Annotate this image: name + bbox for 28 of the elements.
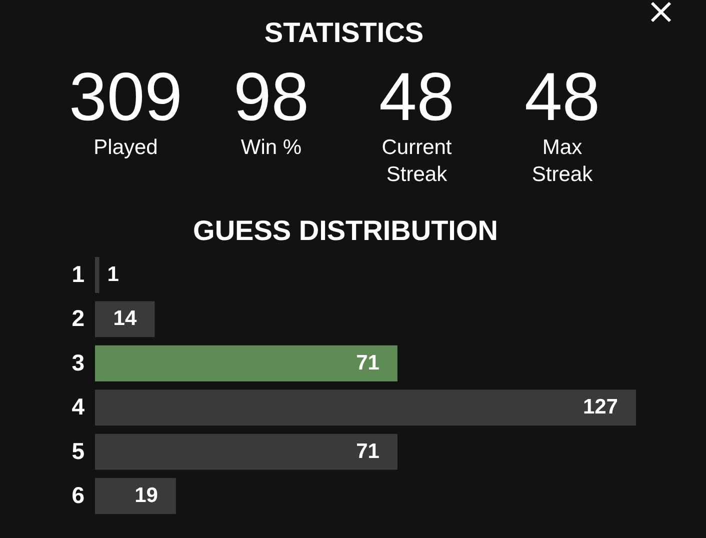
category-label: Played: [94, 136, 158, 159]
chart-title: GUESS DISTRIBUTION: [193, 215, 498, 246]
data-label: 1: [107, 262, 120, 286]
data-label: 71: [356, 351, 380, 374]
bar: [95, 390, 636, 426]
data-label: 309: [69, 59, 182, 135]
data-label: 71: [356, 440, 380, 463]
bar: [95, 345, 398, 382]
category-label: Current Streak: [382, 136, 452, 186]
bar: [95, 257, 100, 293]
data-label: 14: [113, 307, 137, 330]
data-label: 98: [233, 59, 310, 135]
text: STATISTICS: [264, 17, 424, 48]
data-label: 48: [524, 59, 600, 135]
category-label: Max Streak: [532, 136, 594, 186]
category-label: Win %: [240, 136, 302, 159]
y-tick-label: 2: [72, 305, 84, 332]
bar: [95, 301, 155, 338]
data-label: 19: [134, 484, 158, 508]
y-tick-label: 6: [72, 482, 84, 508]
data-label: 127: [582, 396, 618, 419]
bar: [95, 434, 398, 470]
y-tick-label: 3: [72, 349, 84, 376]
y-tick-label: 4: [72, 394, 85, 420]
y-tick-label: 1: [72, 260, 85, 287]
y-tick-label: 5: [72, 438, 85, 464]
data-label: 48: [378, 59, 455, 135]
bar: [95, 478, 176, 514]
